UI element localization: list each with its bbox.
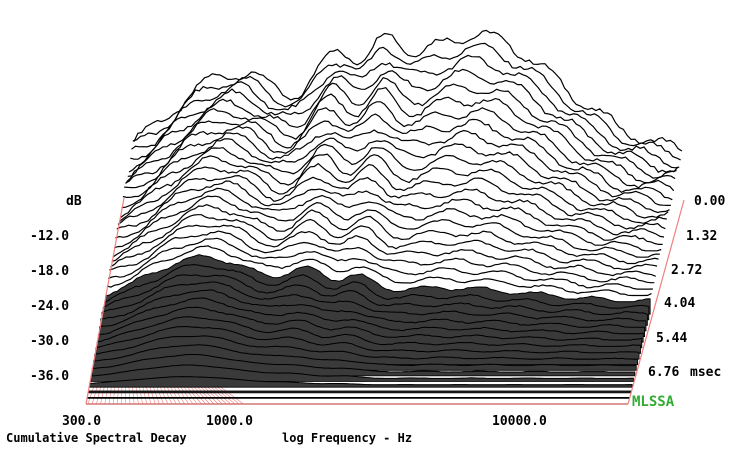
decay-slice-line xyxy=(115,187,662,252)
z-tick-label: 4.04 xyxy=(664,296,695,311)
decay-slice-line xyxy=(111,214,658,271)
decay-slice-line xyxy=(116,180,663,245)
decay-slice-line xyxy=(132,42,681,161)
y-tick-label: -24.0 xyxy=(30,299,69,314)
z-tick-label: 2.72 xyxy=(671,263,702,278)
y-tick-label: -30.0 xyxy=(30,334,69,349)
decay-slice-line xyxy=(126,101,675,192)
decay-slice-line xyxy=(131,54,680,169)
z-axis-line xyxy=(627,199,685,405)
x-tick-label: 300.0 xyxy=(62,414,101,429)
decay-slice-line xyxy=(118,162,666,230)
decay-slice-line xyxy=(117,174,665,238)
z-tick-label: 1.32 xyxy=(686,229,717,244)
decay-slice-fill xyxy=(89,376,633,388)
decay-slice-line xyxy=(110,224,656,277)
decay-traces xyxy=(86,29,683,405)
y-axis-label: dB xyxy=(66,194,82,209)
decay-slice-line xyxy=(109,230,655,284)
decay-slice-line xyxy=(107,237,653,290)
decay-slice-line xyxy=(121,143,669,219)
decay-slice-line xyxy=(112,204,659,265)
y-tick-label: -18.0 xyxy=(30,264,69,279)
decay-slice-line xyxy=(127,87,676,184)
chart-title: Cumulative Spectral Decay xyxy=(6,431,187,445)
x-tick-label: 1000.0 xyxy=(206,414,253,429)
decay-slice-fill xyxy=(90,364,634,382)
decay-slice-fill xyxy=(86,397,630,399)
decay-slice-line xyxy=(114,195,660,258)
x-axis-label: log Frequency - Hz xyxy=(282,431,412,445)
decay-slice-line xyxy=(133,29,683,152)
decay-slice-line xyxy=(106,245,652,297)
decay-slice-line xyxy=(125,113,673,201)
z-axis-unit: msec xyxy=(690,365,721,380)
z-tick-label: 5.44 xyxy=(656,331,687,346)
x-tick-label: 10000.0 xyxy=(492,414,547,429)
decay-slice-fill xyxy=(88,390,632,394)
decay-slice-line xyxy=(124,129,671,206)
brand-label: MLSSA xyxy=(632,394,675,410)
decay-slice-line xyxy=(130,68,679,173)
decay-slice-line xyxy=(128,76,677,179)
decay-slice-line xyxy=(120,153,667,224)
z-tick-label: 6.76 xyxy=(648,365,679,380)
y-axis-line xyxy=(85,197,125,405)
y-tick-label: -12.0 xyxy=(30,229,69,244)
chart-axes xyxy=(85,197,685,405)
z-tick-label: 0.00 xyxy=(694,194,725,209)
y-tick-label: -36.0 xyxy=(30,369,69,384)
decay-slice-line xyxy=(122,137,670,214)
